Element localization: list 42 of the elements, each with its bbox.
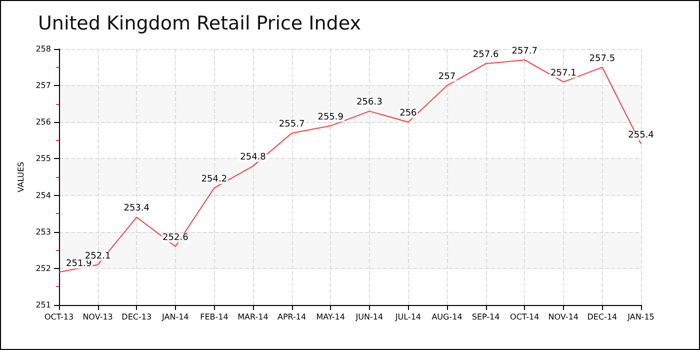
- data-label: 252.6: [162, 232, 189, 243]
- y-tick-label: 251: [36, 300, 51, 310]
- data-label: 255.4: [628, 130, 654, 141]
- x-tick-label: SEP-14: [472, 312, 500, 322]
- data-label: 257.5: [589, 54, 616, 64]
- data-label: 255.9: [318, 112, 344, 122]
- x-tick-label: JAN-15: [626, 312, 654, 322]
- data-label: 257.6: [472, 50, 499, 60]
- data-label: 252.1: [84, 251, 111, 262]
- x-tick-label: NOV-13: [82, 312, 113, 322]
- x-tick-label: MAR-14: [238, 312, 268, 322]
- data-label: 253.4: [124, 204, 150, 214]
- y-tick-label: 255: [36, 154, 51, 164]
- y-tick-label: 256: [36, 118, 51, 127]
- y-axis-title: VALUES: [16, 162, 26, 192]
- data-label: 255.7: [278, 120, 305, 130]
- data-label: 251.9: [66, 259, 92, 270]
- x-tick-label: JUN-14: [354, 312, 384, 322]
- data-label: 257: [438, 72, 456, 82]
- data-label: 254.8: [240, 152, 266, 163]
- x-tick-label: OCT-14: [510, 312, 540, 322]
- data-label: 257.1: [550, 68, 576, 78]
- x-tick-label: JAN-14: [161, 312, 189, 322]
- data-label: 254.2: [201, 174, 228, 184]
- y-tick-label: 254: [36, 190, 51, 200]
- data-label: 257.7: [512, 46, 538, 56]
- x-tick-label: OCT-13: [44, 312, 74, 322]
- x-tick-label: JUL-14: [394, 312, 422, 322]
- y-tick-label: 258: [36, 44, 51, 54]
- x-tick-label: NOV-14: [548, 312, 579, 322]
- x-tick-label: DEC-14: [587, 312, 618, 322]
- x-tick-label: AUG-14: [432, 312, 462, 322]
- x-tick-label: MAY-14: [316, 312, 345, 322]
- chart-title: United Kingdom Retail Price Index: [38, 12, 361, 34]
- data-label: 256: [400, 108, 418, 119]
- x-tick-label: DEC-13: [122, 312, 152, 322]
- x-tick-label: FEB-14: [200, 312, 228, 322]
- x-tick-label: APR-14: [277, 312, 306, 322]
- y-tick-label: 253: [36, 227, 51, 236]
- y-tick-label: 257: [36, 81, 51, 90]
- y-tick-label: 252: [36, 264, 51, 273]
- data-label: 256.3: [356, 98, 382, 108]
